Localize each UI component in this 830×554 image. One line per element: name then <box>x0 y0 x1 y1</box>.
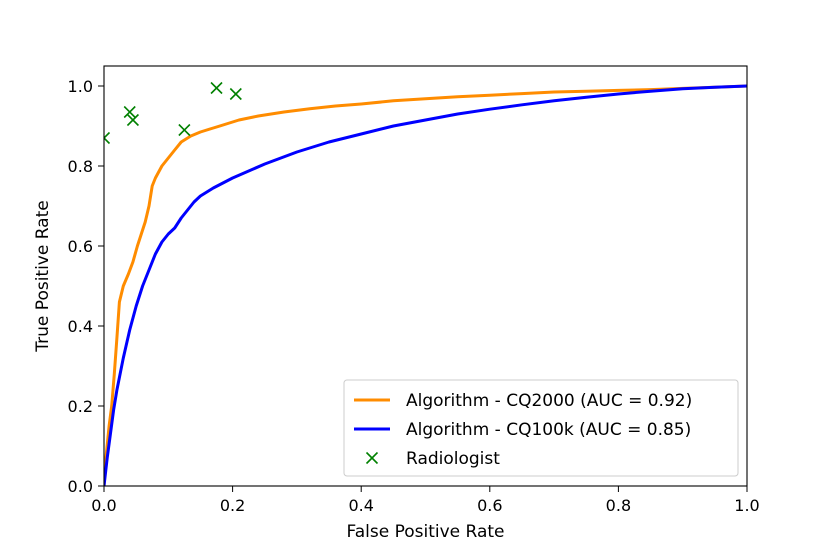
legend-label: Algorithm - CQ2000 (AUC = 0.92) <box>406 391 692 411</box>
y-tick-label: 0.0 <box>68 477 93 496</box>
radiologist-point <box>126 113 140 127</box>
legend-label: Radiologist <box>406 449 500 469</box>
plot-frame <box>103 65 748 487</box>
legend-x-marker <box>365 451 379 465</box>
legend: Algorithm - CQ2000 (AUC = 0.92) Algorithm… <box>343 379 739 477</box>
x-tick-label: 0.0 <box>91 496 116 515</box>
legend-entry: Algorithm - CQ100k (AUC = 0.85) <box>354 420 691 440</box>
legend-entry: Radiologist <box>365 449 500 469</box>
axis-ticks: 0.0 0.2 0.4 0.6 0.8 1.0 0.0 0.2 0.4 0.6 0.8 1.0 <box>68 77 760 515</box>
data-marks <box>104 81 747 486</box>
y-tick-label: 0.2 <box>68 397 93 416</box>
radiologist-point <box>123 105 136 119</box>
y-tick-label: 0.8 <box>68 157 93 176</box>
x-tick-label: 0.2 <box>220 496 245 515</box>
series-line-1 <box>104 84 747 486</box>
radiologist-point <box>229 87 242 101</box>
y-tick-label: 1.0 <box>68 77 93 96</box>
x-tick-label: 1.0 <box>734 496 759 515</box>
radiologist-point <box>178 123 191 137</box>
radiologist-point <box>104 131 111 145</box>
x-axis-label: False Positive Rate <box>347 522 505 542</box>
y-axis-label: True Positive Rate <box>33 200 53 352</box>
y-tick-label: 0.4 <box>68 317 93 336</box>
legend-entry: Algorithm - CQ2000 (AUC = 0.92) <box>354 391 692 411</box>
x-tick-label: 0.4 <box>348 496 373 515</box>
x-tick-label: 0.8 <box>606 496 631 515</box>
series-line-0 <box>104 84 747 486</box>
legend-label: Algorithm - CQ100k (AUC = 0.85) <box>406 420 691 440</box>
legend-box <box>343 379 739 477</box>
radiologist-point <box>210 81 223 95</box>
x-tick-label: 0.6 <box>477 496 502 515</box>
y-tick-label: 0.6 <box>68 237 93 256</box>
